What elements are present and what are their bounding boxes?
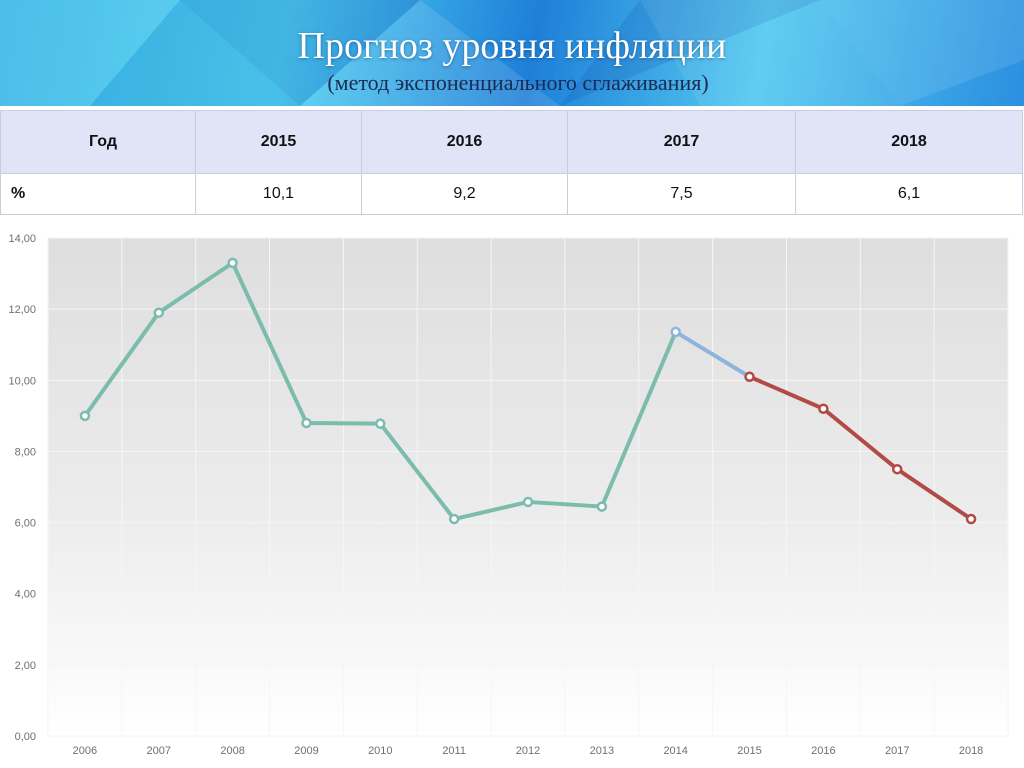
page-title: Прогноз уровня инфляции [297,25,727,67]
x-tick-label: 2016 [811,745,835,757]
value-cell: 10,1 [195,173,362,215]
actual-data-point [670,326,681,338]
x-tick-label: 2018 [959,745,983,757]
title-banner: Прогноз уровня инфляции (метод экспоненц… [0,0,1024,106]
x-tick-label: 2011 [442,745,466,757]
y-tick-label: 4,00 [15,589,36,601]
actual-data-point [596,501,608,512]
banner-pattern [0,0,1024,106]
x-tick-label: 2014 [663,745,687,757]
y-tick-label: 6,00 [15,518,36,530]
x-tick-label: 2010 [368,745,392,757]
y-tick-label: 0,00 [15,731,36,743]
y-tick-label: 8,00 [15,446,36,458]
forecast-table-header-row: Год 2015 2016 2017 2018 [0,110,1023,174]
y-tick-label: 2,00 [15,660,36,672]
value-cell: 7,5 [567,173,796,215]
forecast-data-point [818,403,829,414]
y-tick-label: 12,00 [8,304,36,316]
value-cell: 9,2 [361,173,568,215]
forecast-data-point [891,463,903,475]
transition-series-line [673,329,752,379]
actual-data-point [301,417,312,429]
value-cell: 6,1 [795,173,1023,215]
forecast-data-point [744,371,755,382]
percent-label-cell: % [0,173,196,215]
forecast-series-line [747,374,974,522]
page-subtitle: (метод экспоненциального сглаживания) [327,70,709,95]
actual-data-point [375,418,386,429]
actual-data-point [153,307,165,318]
forecast-table-value-row: % 10,1 9,2 7,5 6,1 [0,173,1023,215]
year-header-cell: Год [0,110,196,174]
x-axis-labels: 2006 2007 2008 2009 2010 2011 2012 2013 2014 2015… [73,745,984,757]
data-markers [79,257,977,525]
y-tick-label: 10,00 [8,375,36,387]
x-tick-label: 2008 [220,745,244,757]
y-tick-label: 14,00 [8,233,36,245]
y-axis-labels: 0,00 2,00 4,00 6,00 8,00 10,00 12,00 14,00 [8,233,36,743]
x-tick-label: 2009 [294,745,318,757]
actual-data-point [79,410,91,422]
x-tick-label: 2015 [737,745,761,757]
year-cell: 2015 [195,110,362,174]
actual-data-point [227,257,238,269]
x-tick-label: 2006 [73,745,97,757]
x-tick-label: 2007 [147,745,171,757]
year-cell: 2018 [795,110,1023,174]
inflation-line-chart: 0,00 2,00 4,00 6,00 8,00 10,00 12,00 14,00 2006… [8,233,1009,757]
x-tick-label: 2012 [516,745,540,757]
gridlines [47,237,1009,737]
actual-data-point [448,513,460,525]
x-tick-label: 2017 [885,745,909,757]
forecast-data-point [965,513,977,525]
year-cell: 2016 [361,110,568,174]
x-tick-label: 2013 [590,745,614,757]
plot-area [48,238,1008,736]
year-cell: 2017 [567,110,796,174]
actual-data-point [522,496,534,508]
forecast-table: Год 2015 2016 2017 2018 % 10,1 9,2 7,5 6… [0,110,1023,215]
